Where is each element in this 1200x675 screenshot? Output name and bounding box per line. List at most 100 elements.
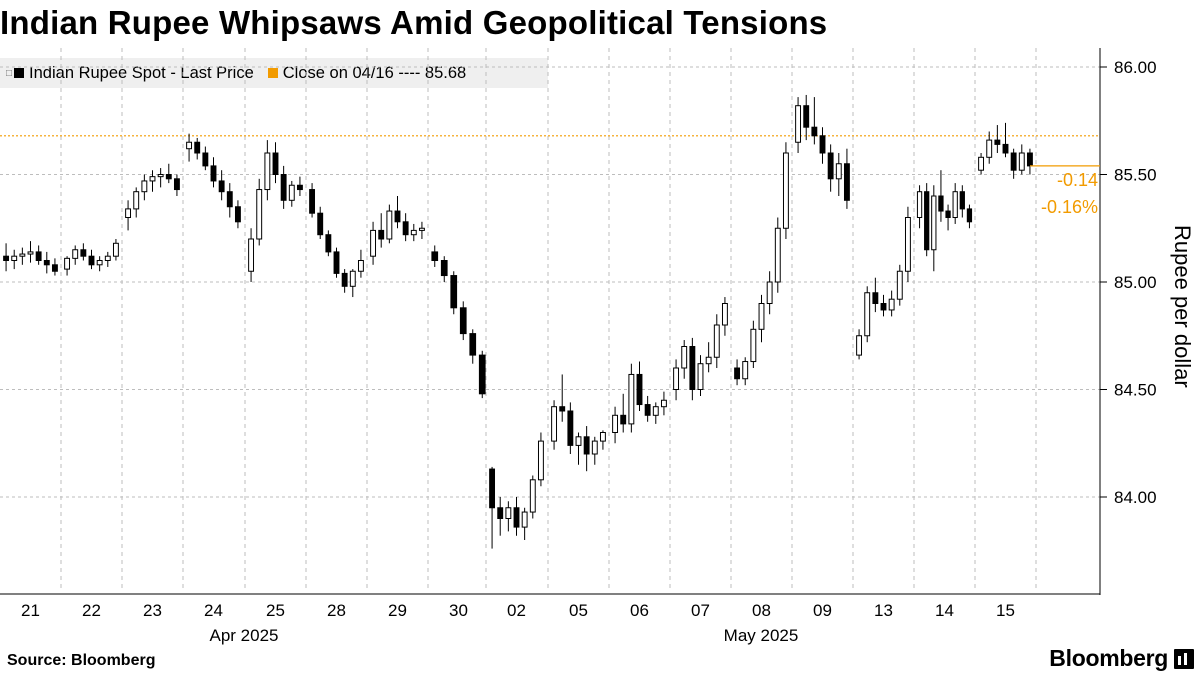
candle-body <box>288 184 295 201</box>
candle-body <box>583 436 590 455</box>
change-label: -0.16% <box>1041 197 1098 217</box>
candle-body <box>742 361 749 380</box>
candle-body <box>636 373 643 406</box>
x-tick-label: 28 <box>327 601 346 620</box>
candle-body <box>450 275 458 309</box>
candle-body <box>620 414 627 425</box>
candle-body <box>959 191 965 210</box>
candle-body <box>811 126 818 137</box>
x-tick-label: 05 <box>569 601 588 620</box>
x-tick-label: 24 <box>204 601 223 620</box>
candle-body <box>280 174 287 201</box>
x-month-label: May 2025 <box>724 626 799 645</box>
candle-body <box>1018 152 1025 171</box>
candle-body <box>795 105 802 143</box>
brand-logo: Bloomberg <box>1049 645 1194 672</box>
candle-body <box>904 217 911 272</box>
x-tick-label: 08 <box>752 601 771 620</box>
candle-body <box>497 507 504 519</box>
candle-body <box>264 152 271 191</box>
candle-body <box>317 212 324 236</box>
candle-body <box>575 436 582 446</box>
candle-body <box>697 363 704 391</box>
x-tick-label: 25 <box>266 601 285 620</box>
candle-body <box>758 303 765 330</box>
candle-body <box>994 139 1001 145</box>
candle-body <box>986 139 993 158</box>
x-tick-label: 15 <box>996 601 1015 620</box>
candle-body <box>210 165 217 182</box>
candle-body <box>750 328 757 363</box>
x-tick-label: 13 <box>874 601 893 620</box>
candle-body <box>226 191 233 208</box>
candle-body <box>978 156 985 171</box>
candle-body <box>418 227 425 231</box>
candle-body <box>529 479 536 513</box>
chart-title: Indian Rupee Whipsaws Amid Geopolitical … <box>0 4 828 41</box>
y-tick-label: 85.00 <box>1114 273 1157 292</box>
legend-series-label: Indian Rupee Spot - Last Price <box>29 63 254 82</box>
candle-body <box>938 195 944 212</box>
candle-body <box>819 135 826 154</box>
candle-body <box>551 406 558 442</box>
candle-body <box>505 507 512 519</box>
candle-body <box>333 251 340 274</box>
candle-body <box>378 229 385 240</box>
candle-body <box>133 191 140 210</box>
candle-body <box>104 255 111 262</box>
candle-body <box>924 191 930 251</box>
candle-body <box>1010 152 1017 171</box>
candle-body <box>689 346 696 390</box>
candle-body <box>537 440 544 481</box>
y-tick-label: 86.00 <box>1114 58 1157 77</box>
candle-body <box>325 234 332 253</box>
candle-body <box>272 152 279 175</box>
candle-body <box>952 191 958 218</box>
x-tick-label: 22 <box>82 601 101 620</box>
candle-body <box>349 270 356 287</box>
candle-body <box>469 333 477 356</box>
candle-body <box>721 303 728 326</box>
candle-body <box>27 251 34 255</box>
legend-item-close: Close on 04/16 ---- 85.68 <box>267 63 467 83</box>
legend-close-label: Close on 04/16 ---- 85.68 <box>282 63 467 82</box>
candle-body <box>835 163 842 180</box>
candle-body <box>896 270 903 300</box>
candle-body <box>72 249 79 259</box>
candle-body <box>567 410 574 446</box>
candle-body <box>165 174 172 180</box>
candle-body <box>489 468 496 509</box>
candle-body <box>202 152 209 167</box>
candle-body <box>296 184 303 191</box>
candle-body <box>591 440 598 455</box>
y-tick-label: 84.50 <box>1114 381 1157 400</box>
x-tick-label: 29 <box>388 601 407 620</box>
candle-body <box>856 335 863 356</box>
candle-body <box>931 195 937 251</box>
candle-body <box>827 152 834 180</box>
candle-body <box>864 292 871 337</box>
candle-body <box>19 253 26 257</box>
series-swatch-icon <box>14 68 25 78</box>
candle-body <box>803 105 810 128</box>
x-tick-label: 07 <box>691 601 710 620</box>
x-tick-label: 02 <box>507 601 526 620</box>
candle-body <box>194 141 201 154</box>
x-tick-label: 30 <box>449 601 468 620</box>
x-tick-label: 06 <box>630 601 649 620</box>
candle-body <box>774 227 781 283</box>
candle-body <box>88 255 95 266</box>
candle-body <box>612 414 619 433</box>
candle-body <box>173 178 180 191</box>
candle-body <box>734 367 741 380</box>
candle-body <box>80 249 87 257</box>
candle-body <box>652 406 659 416</box>
candle-body <box>872 292 879 304</box>
candle-body <box>402 221 409 236</box>
close-swatch-icon <box>267 68 278 78</box>
x-tick-label: 21 <box>21 601 40 620</box>
candle-body <box>705 356 712 365</box>
candle-body <box>644 404 651 416</box>
y-tick-label: 85.50 <box>1114 166 1157 185</box>
